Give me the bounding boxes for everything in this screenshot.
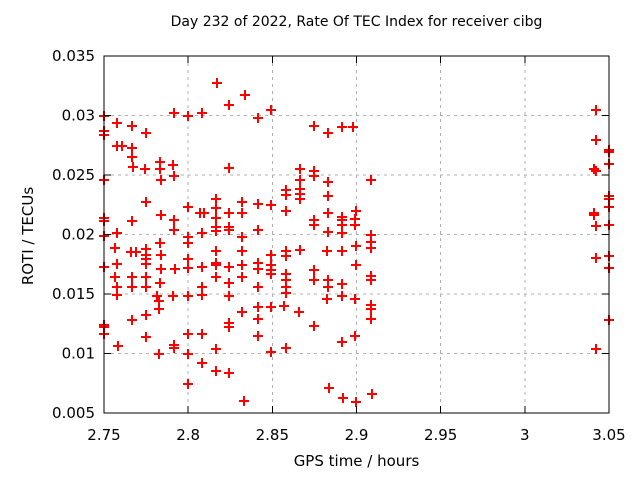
y-tick-label: 0.03 [62, 107, 95, 125]
x-tick-label: 2.95 [424, 426, 457, 444]
tick-labels: 2.75 2.8 2.85 2.9 2.95 3 3.05 0.005 0.01 0.015 0.0… [52, 47, 626, 444]
x-tick-label: 2.85 [256, 426, 289, 444]
x-axis-label: GPS time / hours [293, 452, 420, 470]
y-tick-label: 0.025 [52, 166, 95, 184]
y-tick-label: 0.02 [62, 226, 95, 244]
y-tick-label: 0.01 [62, 345, 95, 363]
y-tick-label: 0.015 [52, 285, 95, 303]
chart-title: Day 232 of 2022, Rate Of TEC Index for r… [170, 14, 543, 30]
x-tick-label: 2.75 [87, 426, 120, 444]
grid-lines [104, 56, 609, 413]
x-tick-label: 2.8 [176, 426, 200, 444]
x-tick-label: 2.9 [345, 426, 369, 444]
y-tick-label: 0.035 [52, 47, 95, 65]
y-tick-label: 0.005 [52, 404, 95, 422]
x-tick-label: 3.05 [592, 426, 625, 444]
x-tick-label: 3 [520, 426, 530, 444]
plot-border [103, 55, 610, 414]
